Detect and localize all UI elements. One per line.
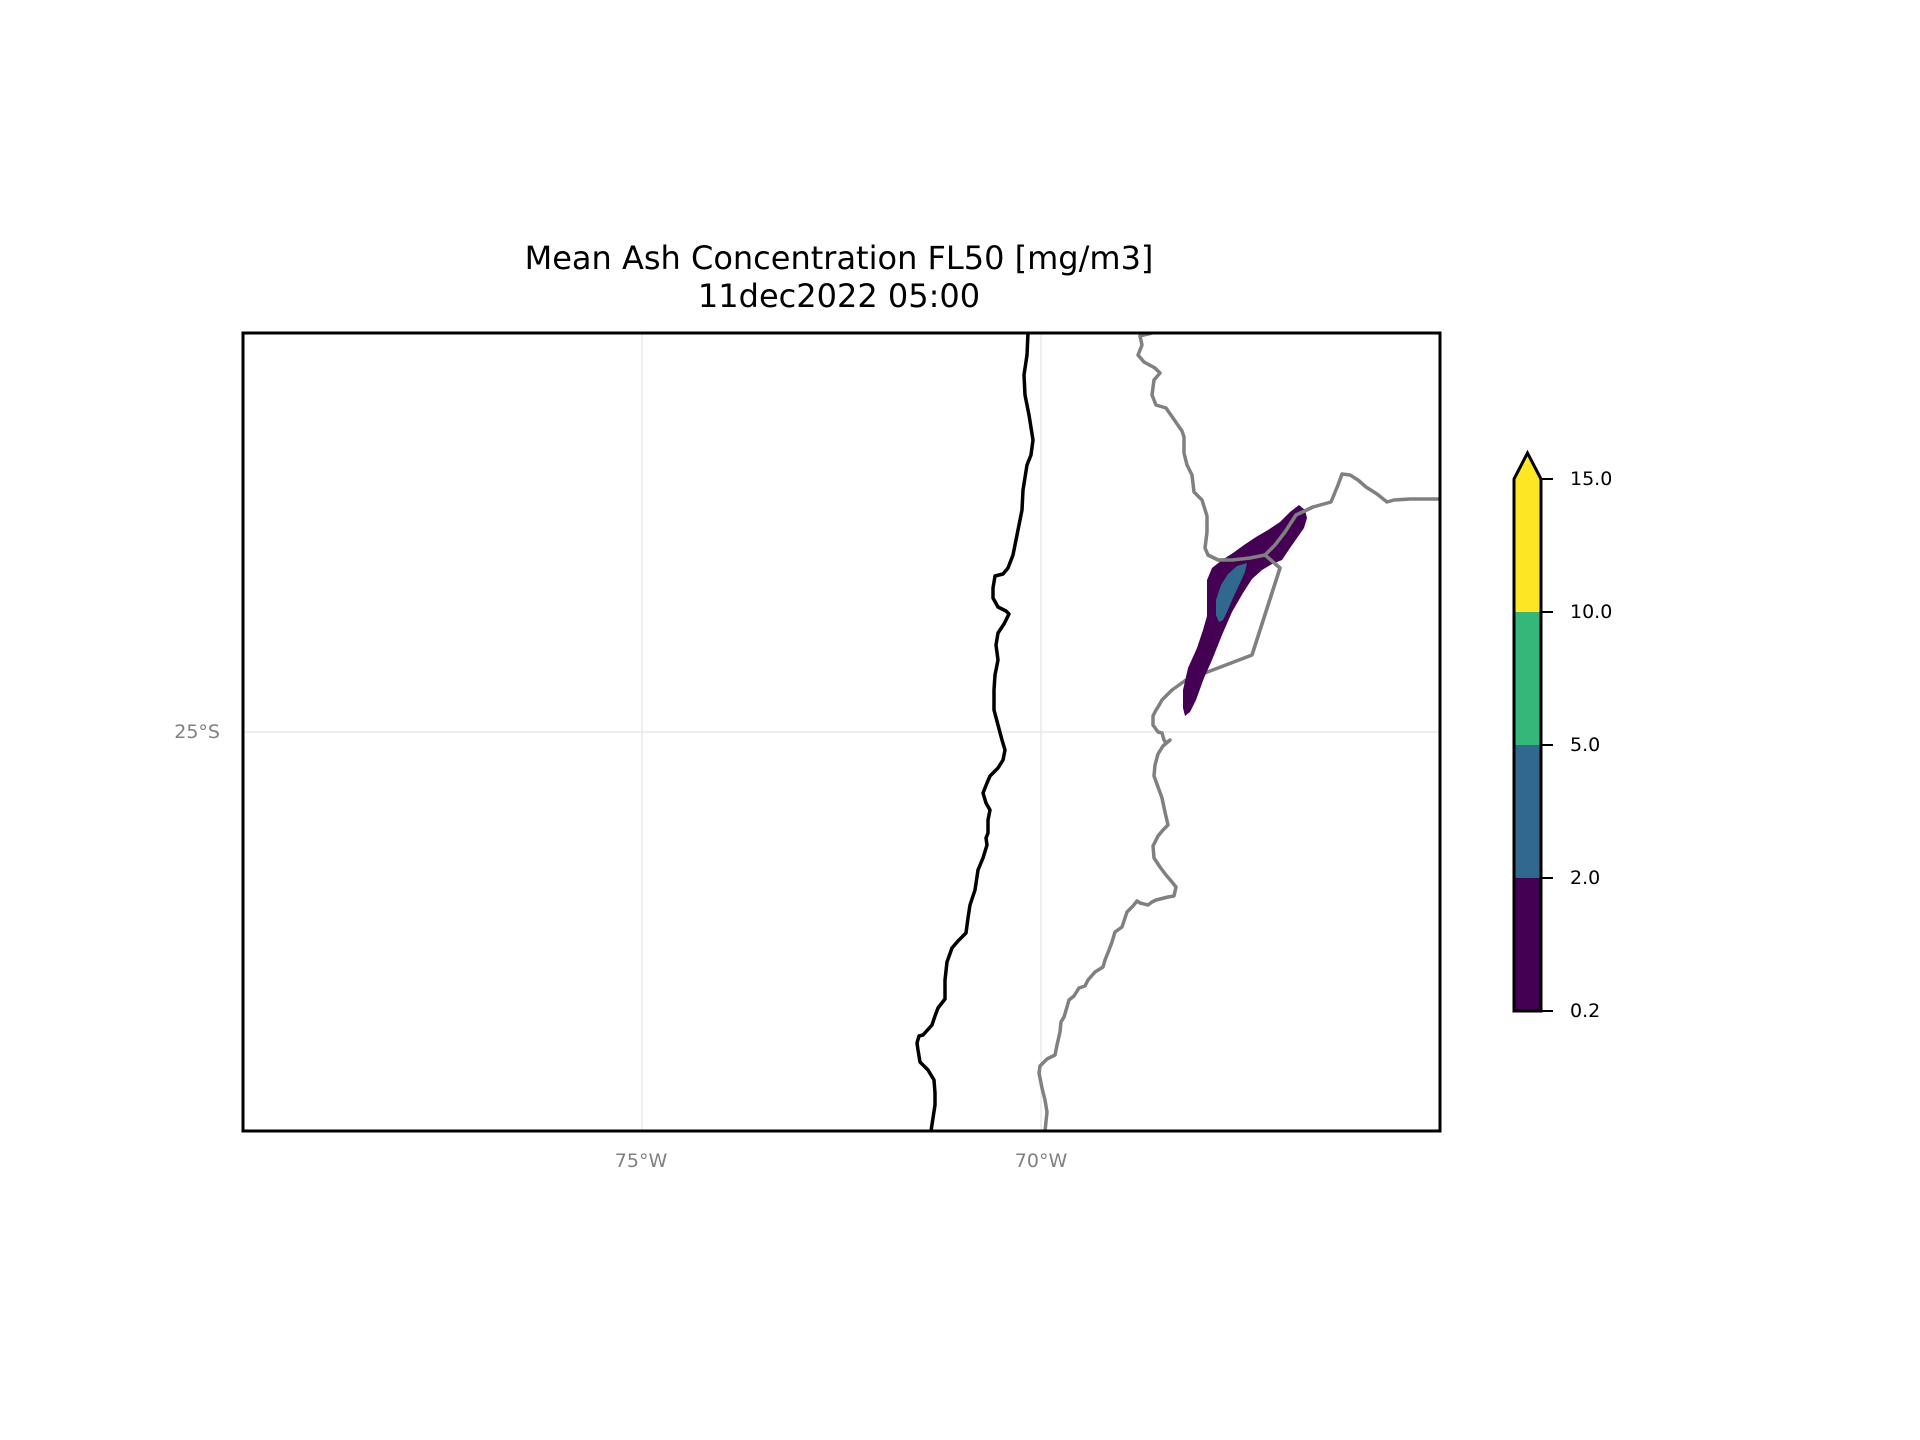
colorbar-segment-0 — [1514, 878, 1541, 1011]
ash-plume-level-2-5 — [1216, 563, 1247, 622]
colorbar-tick-label-3: 10.0 — [1570, 601, 1612, 623]
ash-plume — [1183, 505, 1307, 716]
colorbar: 0.2 2.0 5.0 10.0 15.0 — [1512, 449, 1612, 1022]
colorbar-tick-label-1: 2.0 — [1570, 867, 1600, 889]
lat-tick-25s: 25°S — [174, 721, 220, 743]
colorbar-segment-1 — [1514, 745, 1541, 878]
colorbar-segment-2 — [1514, 612, 1541, 745]
colorbar-tick-label-4: 15.0 — [1570, 468, 1612, 490]
lon-tick-75w: 75°W — [615, 1150, 668, 1172]
lon-tick-70w: 70°W — [1015, 1150, 1068, 1172]
gridlines — [243, 333, 1440, 1131]
border-overlay — [1207, 505, 1314, 656]
colorbar-tick-label-0: 0.2 — [1570, 1000, 1600, 1022]
map-frame — [241, 331, 1442, 1133]
map-panel: 75°W 70°W 25°S — [174, 331, 1442, 1172]
border-argentina-chile — [1037, 333, 1282, 1131]
colorbar-extend-arrow — [1514, 453, 1541, 479]
coastline — [915, 333, 1035, 1131]
colorbar-segment-3 — [1514, 479, 1541, 612]
title-line-2: 11dec2022 05:00 — [698, 277, 980, 315]
colorbar-tick-label-2: 5.0 — [1570, 734, 1600, 756]
title-line-1: Mean Ash Concentration FL50 [mg/m3] — [525, 239, 1154, 277]
ash-plume-level-0-2 — [1183, 505, 1307, 716]
colorbar-outline — [1512, 449, 1543, 1013]
